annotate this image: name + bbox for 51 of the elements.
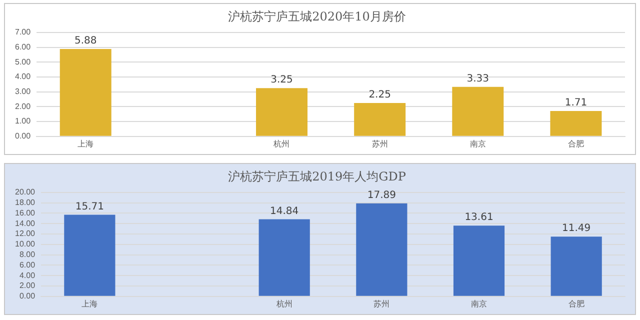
data-label: 2.25	[368, 90, 391, 101]
bar	[356, 203, 408, 296]
y-tick-label: 18.00	[14, 198, 36, 208]
x-tick-label: 上海	[78, 139, 94, 148]
data-label: 5.88	[74, 36, 97, 47]
y-tick-label: 6.00	[14, 42, 32, 52]
bar	[60, 49, 112, 136]
y-tick-label: 0.00	[14, 132, 32, 141]
x-tick-label: 苏州	[374, 299, 390, 308]
x-tick-label: 苏州	[372, 139, 388, 148]
x-tick-label: 合肥	[568, 139, 584, 148]
bar	[550, 110, 602, 136]
y-tick-label: 14.00	[14, 218, 36, 228]
data-label: 3.33	[466, 74, 490, 85]
y-tick-label: 5.00	[14, 57, 32, 66]
x-tick-label: 南京	[471, 299, 488, 308]
y-tick-label: 2.00	[19, 281, 36, 290]
data-label: 11.49	[562, 223, 591, 234]
bar	[453, 226, 505, 296]
y-tick-label: 4.00	[14, 72, 32, 82]
chart-title: 沪杭苏宁庐五城2019年人均GDP	[228, 169, 406, 184]
data-label: 3.25	[270, 74, 293, 86]
y-tick-label: 8.00	[19, 250, 36, 260]
data-label: 15.71	[75, 201, 104, 212]
y-tick-label: 12.00	[14, 229, 36, 238]
y-tick-label: 4.00	[19, 270, 36, 280]
bar	[64, 214, 116, 296]
x-tick-label: 杭州	[272, 139, 290, 148]
x-tick-label: 南京	[470, 139, 486, 148]
data-label: 13.61	[464, 212, 494, 224]
data-label: 1.71	[564, 98, 588, 109]
y-tick-label: 6.00	[19, 260, 36, 270]
x-tick-label: 合肥	[568, 299, 584, 308]
bar	[258, 219, 310, 296]
y-tick-label: 16.00	[14, 208, 36, 218]
chart-title: 沪杭苏宁庐五城2020年10月房价	[228, 9, 406, 24]
bar	[550, 236, 602, 296]
x-tick-label: 上海	[82, 299, 98, 308]
bar	[256, 88, 308, 136]
y-tick-label: 20.00	[14, 188, 36, 197]
y-tick-label: 1.00	[14, 116, 32, 126]
bar	[452, 86, 504, 136]
y-tick-label: 0.00	[19, 292, 36, 301]
bar	[354, 102, 406, 136]
y-tick-label: 7.00	[14, 28, 32, 37]
data-label: 14.84	[270, 206, 299, 217]
y-tick-label: 3.00	[14, 87, 32, 96]
data-label: 17.89	[367, 190, 396, 201]
y-tick-label: 10.00	[14, 240, 36, 249]
y-tick-label: 2.00	[14, 102, 32, 111]
x-tick-label: 杭州	[275, 299, 292, 308]
